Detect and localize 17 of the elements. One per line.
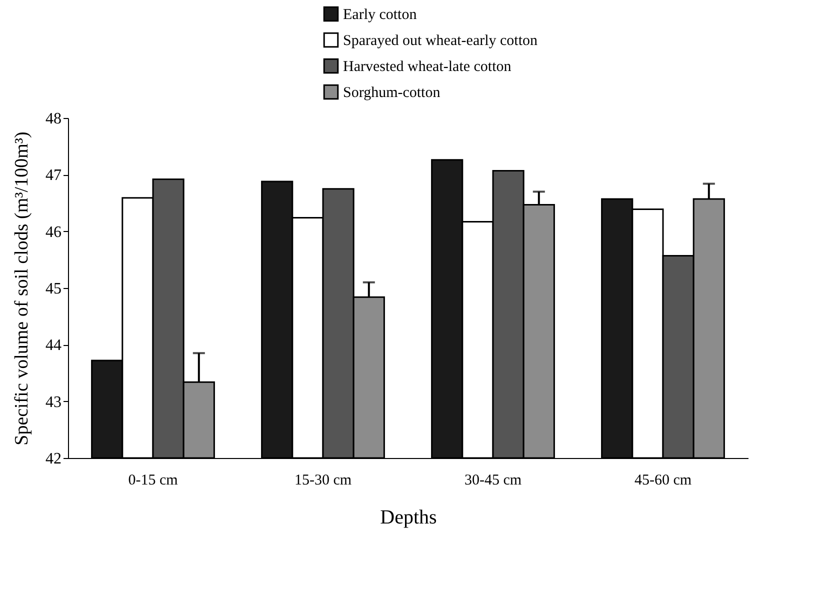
y-tick-label: 47 <box>46 167 62 184</box>
x-tick-label: 0-15 cm <box>128 472 178 488</box>
y-axis-title: Specific volume of soil clods (m³/100m³) <box>12 132 32 446</box>
legend-label: Sorghum-cotton <box>343 85 441 101</box>
x-axis-title: Depths <box>380 506 438 528</box>
y-tick-label: 46 <box>46 224 62 241</box>
legend-label: Early cotton <box>343 7 418 23</box>
y-tick-label: 43 <box>46 394 62 411</box>
x-tick-label: 45-60 cm <box>634 472 692 488</box>
x-tick-label: 15-30 cm <box>294 472 352 488</box>
legend-label: Sparayed out wheat-early cotton <box>343 33 538 49</box>
legend-label: Harvested wheat-late cotton <box>343 59 512 75</box>
y-tick-label: 42 <box>46 450 62 468</box>
x-tick-label: 30-45 cm <box>464 472 522 488</box>
y-tick-label: 44 <box>46 337 62 354</box>
y-tick-label: 48 <box>46 110 62 128</box>
y-tick-label: 45 <box>46 280 62 298</box>
